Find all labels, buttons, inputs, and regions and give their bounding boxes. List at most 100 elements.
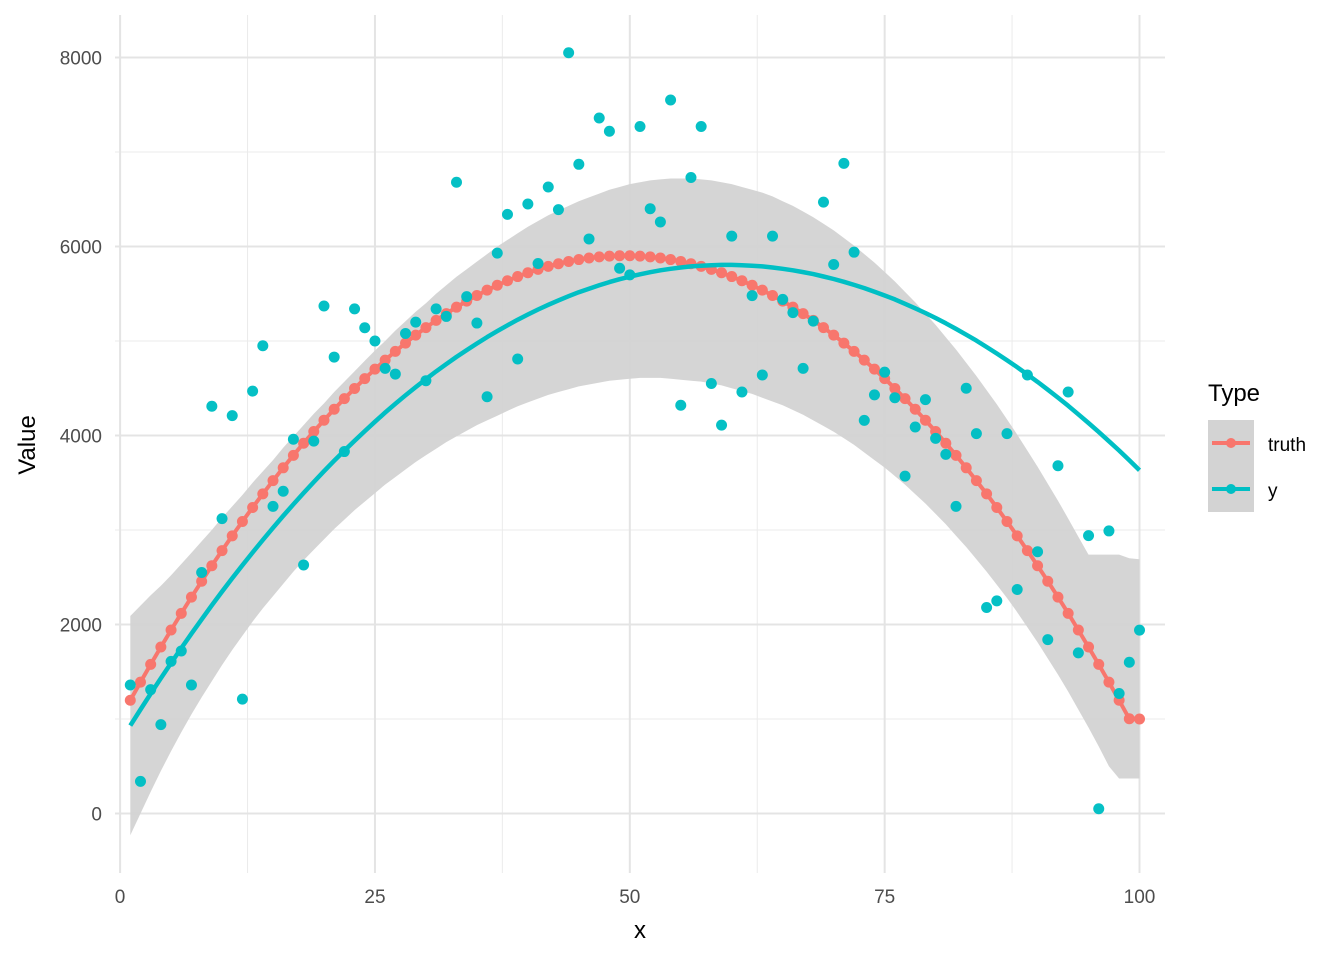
truth-point [481,284,493,296]
truth-point [675,255,687,267]
y-point [654,216,666,228]
y-point [1113,687,1125,699]
legend-key-y-point [1226,484,1236,494]
truth-point [624,250,636,262]
truth-point [1001,515,1013,527]
truth-point [522,267,534,279]
truth-point [644,251,656,263]
y-tick-label: 2000 [60,615,102,636]
truth-point [716,267,728,279]
legend-label-y: y [1268,481,1278,502]
y-point [583,233,595,245]
truth-point [899,393,911,405]
y-point [389,368,401,380]
y-point [410,316,422,328]
y-point [491,247,503,259]
truth-point [491,279,503,291]
y-point [909,421,921,433]
y-point [981,601,993,613]
y-tick-label: 4000 [60,426,102,447]
y-point [216,513,228,525]
y-point [1134,624,1146,636]
truth-point [359,373,371,385]
y-point [746,290,758,302]
truth-point [981,488,993,500]
y-points [124,47,1146,815]
truth-point [420,322,432,334]
x-tick-label: 0 [115,887,126,908]
truth-point [1011,530,1023,542]
truth-point [583,252,595,264]
x-axis-ticks: 0 25 50 75 100 [115,887,1156,908]
y-point [879,366,891,378]
truth-point [349,382,361,394]
y-point [267,500,279,512]
confidence-ribbon [130,178,1140,836]
truth-point [909,403,921,415]
y-axis-ticks: 0 2000 4000 6000 8000 [60,49,102,826]
truth-point [919,414,931,426]
y-point [298,559,310,571]
y-point [868,389,880,401]
y-point [236,693,248,705]
y-point [991,595,1003,607]
truth-point [451,301,463,313]
y-point [787,307,799,319]
y-point [1123,656,1135,668]
truth-point [267,475,279,487]
y-point [522,198,534,210]
truth-point [573,254,585,266]
y-point [1062,386,1074,398]
y-point [369,335,381,347]
truth-point [858,354,870,366]
y-point [695,121,707,133]
truth-point [593,251,605,263]
y-point [1103,525,1115,537]
y-point [756,369,768,381]
truth-point [196,575,208,587]
y-point [501,208,513,220]
y-point [359,322,371,334]
y-point [512,353,524,365]
y-point [451,176,463,188]
truth-point [1052,591,1064,603]
truth-point [746,279,758,291]
confidence-band [130,178,1140,836]
truth-point [542,260,554,272]
y-point [817,196,829,208]
legend-key-truth [1208,420,1254,466]
truth-point [828,329,840,341]
truth-point [767,289,779,301]
truth-point [512,271,524,283]
y-point [838,157,850,169]
y-point [848,246,860,258]
truth-point [797,308,809,320]
y-point [940,448,952,460]
truth-point [736,275,748,287]
y-point [1052,460,1064,472]
y-tick-label: 8000 [60,49,102,70]
y-point [675,399,687,411]
y-point [950,500,962,512]
y-point [206,400,218,412]
y-axis-title: Value [14,415,41,475]
truth-point [277,462,289,474]
truth-point [501,275,513,287]
y-point [226,410,238,422]
y-point [705,378,717,390]
truth-point [634,250,646,262]
y-point [858,414,870,426]
y-smooth-line [128,262,1142,727]
truth-point [991,501,1003,513]
legend-title: Type [1208,380,1260,407]
truth-point [257,488,269,500]
y-point [634,121,646,133]
y-point [593,112,605,124]
truth-point [726,271,738,283]
y-point [124,679,136,691]
truth-point [185,591,197,603]
y-point [726,230,738,242]
legend-key-y [1208,466,1254,512]
truth-point [410,329,422,341]
